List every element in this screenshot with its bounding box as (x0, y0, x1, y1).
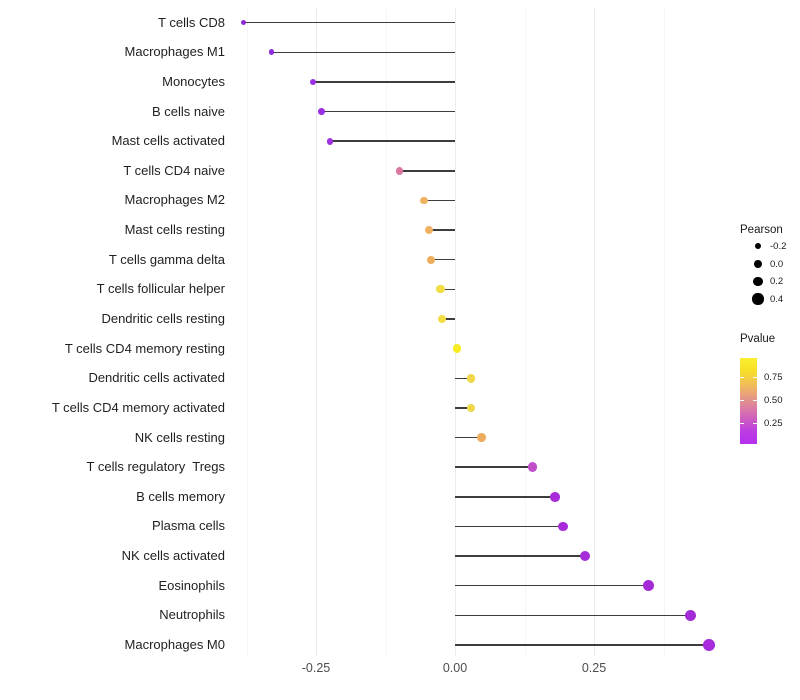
pvalue-bar-tick (753, 400, 757, 402)
lollipop-stem (399, 170, 455, 172)
data-point-neutrophils (685, 609, 697, 622)
legend-pearson-dot (753, 259, 763, 268)
lollipop-stem (442, 318, 455, 320)
gridline-major (316, 8, 317, 656)
x-axis-tick-label: -0.25 (301, 661, 331, 675)
data-point-b-cells-memory (550, 491, 560, 502)
lollipop-stem (455, 584, 649, 587)
pvalue-bar-tick (740, 400, 744, 402)
data-point-t-cells-follicular-helper (436, 285, 445, 294)
data-point-eosinophils (643, 580, 654, 592)
pvalue-bar-tick (753, 377, 757, 379)
data-point-t-cells-regulatory-tregs (527, 462, 537, 472)
legend-pearson-label: 0.4 (770, 294, 784, 306)
y-axis-label: Mast cells resting (124, 222, 225, 238)
lollipop-stem (455, 466, 533, 468)
data-point-macrophages-m0 (703, 639, 715, 651)
legend-pearson-label: -0.2 (770, 241, 787, 252)
data-point-nk-cells-activated (579, 551, 590, 562)
data-point-plasma-cells (557, 521, 568, 532)
gridline-major (594, 8, 595, 656)
lollipop-stem (455, 525, 563, 528)
gridline-minor (663, 8, 665, 656)
y-axis-label: T cells regulatory Tregs (86, 459, 225, 475)
gridline-minor (246, 8, 248, 656)
gridline-minor (385, 8, 387, 656)
x-axis-tick-label: 0.25 (581, 661, 607, 675)
pvalue-gradient-bar (740, 358, 757, 444)
plot-panel (233, 8, 725, 656)
x-axis-tick-label: 0.00 (442, 661, 468, 675)
legend-pvalue-label: 0.75 (764, 372, 783, 384)
legend-pearson-label: 0.0 (770, 258, 784, 270)
legend-pearson-dot (754, 242, 762, 250)
lollipop-stem (329, 140, 455, 142)
legend-pearson-dot (753, 276, 763, 287)
legend-pvalue-label: 0.50 (764, 395, 783, 407)
y-axis-label: Eosinophils (158, 577, 226, 593)
y-axis-label: Macrophages M0 (124, 636, 225, 652)
data-point-t-cells-cd4-memory-resting (453, 344, 462, 353)
legend-pvalue-label: 0.25 (764, 417, 783, 429)
y-axis-label: T cells CD4 memory activated (51, 399, 225, 415)
legend-pearson: Pearson -0.2 0.0 0.2 0.4 (740, 224, 786, 305)
data-point-t-cells-cd4-memory-activated (466, 403, 476, 413)
data-point-monocytes (310, 78, 317, 86)
lollipop-stem (455, 496, 556, 498)
lollipop-stem (431, 258, 455, 261)
y-axis-label: Neutrophils (159, 607, 225, 623)
lollipop-stem (455, 555, 585, 557)
lollipop-stem (321, 110, 455, 113)
y-axis-label: B cells memory (136, 488, 225, 504)
data-point-dendritic-cells-resting (438, 314, 447, 324)
y-axis-label: Macrophages M2 (124, 192, 225, 208)
lollipop-stem (428, 229, 455, 231)
legend-pearson-title: Pearson (740, 224, 783, 236)
y-axis-label: T cells CD4 memory resting (64, 340, 225, 356)
data-point-macrophages-m2 (420, 196, 429, 205)
lollipop-stem (313, 81, 455, 83)
y-axis-label: Dendritic cells resting (101, 311, 225, 326)
data-point-macrophages-m1 (268, 49, 275, 56)
y-axis-label: NK cells resting (134, 429, 225, 445)
data-point-mast-cells-resting (424, 226, 433, 235)
lollipop-stem (440, 288, 455, 291)
y-axis-label: T cells CD4 naive (123, 162, 225, 178)
gridline-major (455, 8, 456, 656)
lollipop-stem (455, 407, 472, 409)
lollipop-stem (455, 436, 482, 439)
data-point-mast-cells-activated (326, 137, 334, 145)
legend-pearson-dot (752, 293, 764, 305)
data-point-dendritic-cells-activated (466, 374, 476, 383)
pvalue-bar-tick (740, 377, 744, 379)
y-axis-label: NK cells activated (121, 548, 225, 564)
data-point-t-cells-cd4-naive (395, 167, 404, 175)
legend-pearson-label: 0.2 (770, 276, 784, 288)
gridline-minor (524, 8, 526, 656)
lollipop-stem (243, 21, 455, 24)
y-axis-label: Macrophages M1 (124, 44, 225, 60)
legend-pvalue: Pvalue 0.75 0.50 0.25 (740, 333, 783, 444)
y-axis-label: T cells gamma delta (108, 251, 225, 267)
lollipop-stem (424, 199, 455, 202)
pvalue-bar-tick (753, 422, 757, 424)
y-axis-label: T cells follicular helper (96, 281, 225, 297)
legend-pvalue-title: Pvalue (740, 333, 776, 345)
data-point-b-cells-naive (318, 108, 325, 115)
lollipop-stem (455, 377, 472, 379)
y-axis-label: T cells CD8 (158, 14, 225, 30)
y-axis-label: Dendritic cells activated (88, 370, 225, 386)
lollipop-stem (455, 614, 691, 617)
lollipop-stem (271, 51, 455, 54)
y-axis-label: Monocytes (162, 73, 225, 89)
y-axis-label: Mast cells activated (111, 133, 225, 149)
pvalue-bar-tick (740, 422, 744, 424)
data-point-t-cells-gamma-delta (427, 255, 436, 264)
y-axis-label: B cells naive (152, 103, 225, 119)
y-axis-label: Plasma cells (152, 518, 225, 534)
lollipop-stem (455, 644, 710, 646)
data-point-nk-cells-resting (477, 433, 486, 442)
data-point-t-cells-cd8 (240, 19, 247, 26)
